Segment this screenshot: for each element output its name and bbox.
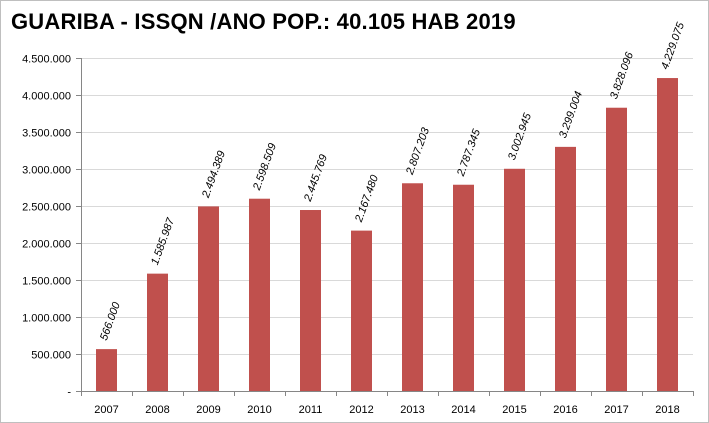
bar	[453, 184, 474, 391]
x-tick-label: 2011	[299, 404, 323, 416]
x-tick-label: 2014	[451, 404, 475, 416]
bar	[147, 273, 168, 391]
bar	[96, 349, 117, 391]
bar	[300, 210, 321, 391]
data-label: 2.445.769	[302, 153, 330, 204]
data-label: 566.000	[98, 300, 123, 342]
bar	[657, 78, 678, 391]
x-tick-label: 2015	[502, 404, 526, 416]
y-tick-label: 4.000.000	[22, 91, 71, 103]
data-label: 3.002.945	[506, 111, 534, 162]
y-tick-label: 2.500.000	[22, 202, 71, 214]
y-tick-label: 500.000	[31, 350, 71, 362]
y-tick-label: 1.000.000	[22, 313, 71, 325]
bar	[198, 206, 219, 391]
chart-title: GUARIBA - ISSQN /ANO POP.: 40.105 HAB 20…	[11, 9, 516, 34]
x-tick-label: 2007	[94, 404, 118, 416]
data-label: 2.494.389	[200, 149, 228, 200]
x-tick-label: 2016	[553, 404, 577, 416]
data-label: 1.585.987	[149, 216, 177, 267]
y-tick-label: 3.500.000	[22, 128, 71, 140]
bar	[504, 168, 525, 391]
x-tick-label: 2010	[247, 404, 271, 416]
data-label: 2.167.480	[353, 173, 382, 225]
bar	[249, 198, 270, 391]
data-label: 2.598.509	[251, 142, 279, 193]
y-tick-label: 3.000.000	[22, 165, 71, 177]
data-label: 4.229.075	[659, 20, 687, 71]
x-tick-label: 2013	[400, 404, 424, 416]
x-tick-label: 2018	[655, 404, 679, 416]
y-tick-label: 1.500.000	[22, 276, 71, 288]
x-tick-label: 2008	[145, 404, 169, 416]
bar	[351, 230, 372, 391]
x-tick-label: 2012	[349, 404, 373, 416]
y-tick-label: -	[67, 387, 71, 399]
data-label: 2.787.345	[455, 127, 484, 179]
bar	[555, 146, 576, 391]
y-tick-label: 2.000.000	[22, 239, 71, 251]
bar	[402, 183, 423, 391]
x-tick-label: 2017	[604, 404, 628, 416]
y-tick-label: 4.500.000	[22, 54, 71, 66]
x-tick-label: 2009	[196, 404, 220, 416]
bar	[606, 107, 627, 392]
data-label: 3.828.096	[608, 50, 636, 101]
